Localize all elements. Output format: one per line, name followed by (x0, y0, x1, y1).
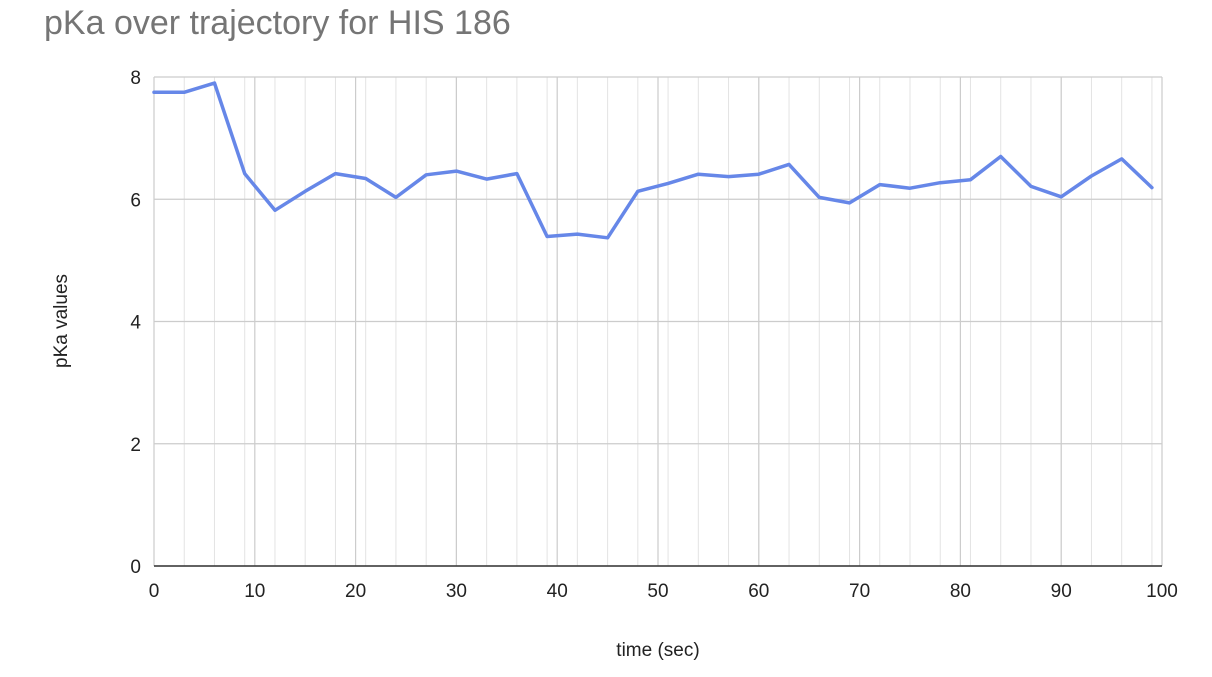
x-tick-label: 60 (748, 581, 769, 602)
x-tick-label: 30 (446, 581, 467, 602)
y-tick-label: 4 (130, 313, 141, 334)
series-group (152, 81, 1154, 240)
x-tick-label: 20 (345, 581, 366, 602)
x-tick-label: 50 (647, 581, 668, 602)
series-line (152, 81, 1154, 240)
x-tick-label: 70 (849, 581, 870, 602)
major-gridlines (153, 76, 1163, 567)
x-tick-labels: 0 10 20 30 40 50 60 70 80 90 100 (149, 581, 1178, 602)
x-tick-label: 10 (244, 581, 265, 602)
x-tick-label: 100 (1146, 581, 1178, 602)
y-axis-title: pKa values (51, 274, 72, 368)
y-tick-labels: 0 2 4 6 8 (130, 68, 141, 578)
x-tick-label: 90 (1051, 581, 1072, 602)
y-tick-label: 6 (130, 190, 141, 211)
y-tick-label: 0 (130, 557, 141, 578)
x-axis-title: time (sec) (616, 640, 699, 661)
y-tick-label: 2 (130, 435, 141, 456)
x-tick-label: 0 (149, 581, 160, 602)
y-tick-label: 8 (130, 68, 141, 89)
x-tick-label: 80 (950, 581, 971, 602)
x-tick-label: 40 (547, 581, 568, 602)
chart-title: pKa over trajectory for HIS 186 (44, 4, 511, 42)
